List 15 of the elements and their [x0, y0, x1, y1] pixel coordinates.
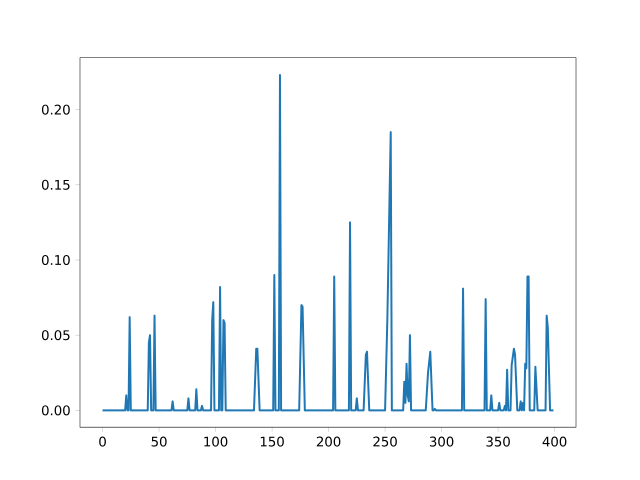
x-tick-label: 150 — [260, 436, 284, 447]
x-tick-label: 400 — [542, 436, 566, 447]
y-tick-label: 0.15 — [42, 180, 70, 190]
x-tick-label: 200 — [316, 436, 340, 447]
x-tick-label: 100 — [204, 436, 228, 447]
y-tick-label: 0.10 — [42, 254, 70, 266]
x-tick-label: 0 — [99, 436, 106, 447]
y-tick-label: 0.20 — [42, 104, 70, 115]
y-tick-label: 0.05 — [42, 330, 70, 340]
x-tick-label: 350 — [486, 436, 510, 447]
y-tick-label: 0.00 — [42, 405, 70, 416]
line-series — [102, 74, 554, 412]
x-tick-label: 50 — [152, 436, 167, 447]
x-tick-label: 300 — [430, 436, 454, 447]
x-tick-label: 250 — [373, 436, 397, 447]
